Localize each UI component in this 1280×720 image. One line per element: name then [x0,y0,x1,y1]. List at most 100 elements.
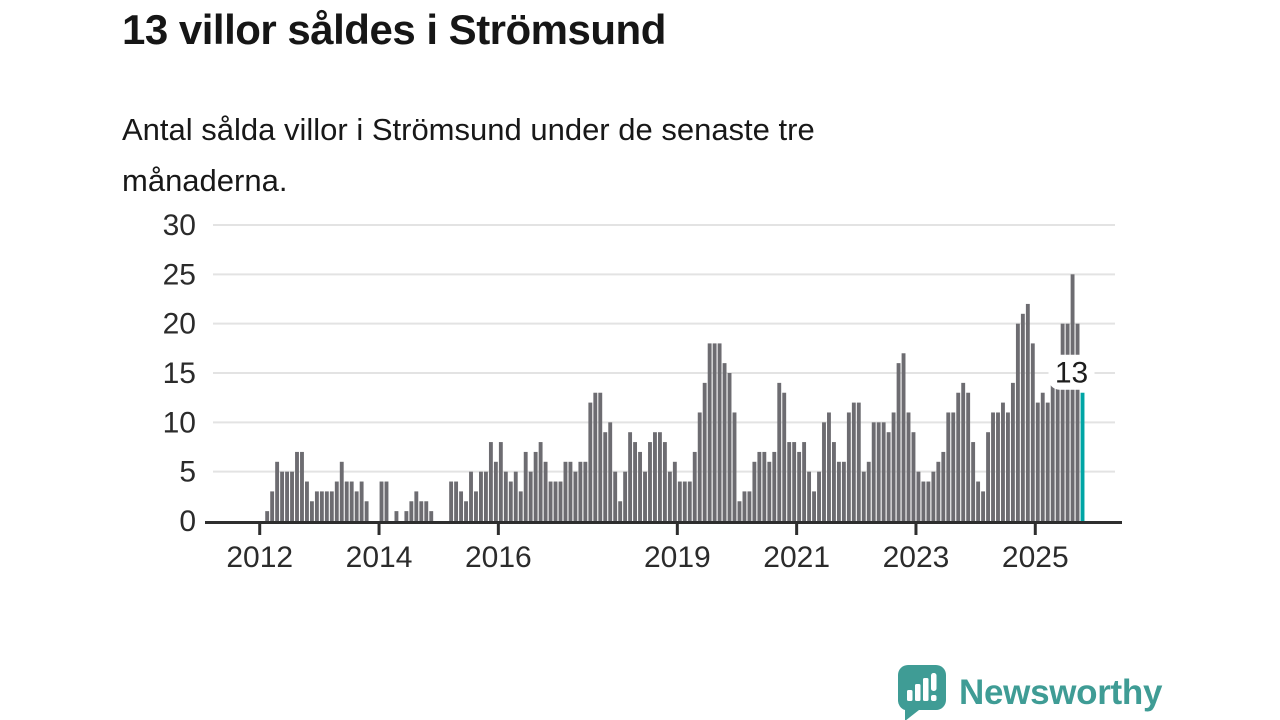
bar [762,451,767,521]
bar [976,481,981,521]
bar [1015,323,1020,521]
bar [603,432,608,521]
bar [488,442,493,521]
bar [364,501,369,521]
logo-bar-large [923,678,929,701]
bar [628,432,633,521]
bar [906,412,911,521]
bar [419,501,424,521]
x-tick-label-2014: 2014 [346,541,413,574]
newsworthy-logo-text: Newsworthy [959,673,1163,712]
bar [936,461,941,521]
bar [300,451,304,521]
bar [672,461,677,521]
bar [265,511,270,521]
bar [354,491,359,521]
bar [732,412,737,521]
page-title: 13 villor såldes i Strömsund [122,6,666,53]
x-tick-label-2025: 2025 [1002,541,1069,574]
bar [662,442,667,521]
bar [270,491,275,521]
bar [285,471,289,521]
bar [404,511,409,521]
bar [613,471,618,521]
bar [876,422,881,521]
bar [777,382,782,521]
bar [608,422,613,521]
y-tick-label-5: 5 [179,456,196,489]
bar [747,491,752,521]
bar [583,461,588,521]
bar [474,491,478,521]
bar [702,382,707,521]
bar [309,501,314,521]
x-tick-label-2021: 2021 [763,541,830,574]
bar [588,402,593,521]
bar [757,451,762,521]
bar [593,392,598,521]
bar [787,442,792,521]
bar [946,412,951,521]
bar [633,442,638,521]
bar [682,481,687,521]
bar [707,343,712,521]
bar [782,392,787,521]
subtitle-line-1: Antal sålda villor i Strömsund under de … [122,112,815,147]
newsworthy-logo-icon [898,665,946,720]
bar [807,471,812,521]
bar [334,481,339,521]
bar [543,461,548,521]
x-tick-label-2012: 2012 [226,541,293,574]
bar [409,501,414,521]
bar [424,501,429,521]
bar [961,382,966,521]
bar [290,471,294,521]
bar [563,461,568,521]
value-annotation-text: 13 [1055,357,1088,390]
bar [384,481,389,521]
bar [1020,313,1025,521]
bar [896,363,901,521]
bar [513,471,518,521]
bar [951,412,956,521]
bar [727,373,732,521]
bar [941,451,946,521]
bar [314,491,319,521]
bar [986,432,990,521]
bar [1055,373,1060,521]
bar [324,491,329,521]
bar [538,442,543,521]
bar [558,481,563,521]
bar [329,491,334,521]
bar [737,501,742,521]
bar [429,511,434,521]
bar [836,461,841,521]
bar [901,353,906,521]
bar [1040,392,1045,521]
bar [832,442,836,521]
bar [817,471,821,521]
bar [1010,382,1015,521]
bar [653,432,657,521]
bar [722,363,727,521]
bar [394,511,399,521]
bar [295,451,299,521]
bar [886,432,891,521]
x-tick-label-2016: 2016 [465,541,532,574]
bar [891,412,896,521]
value-annotation-bubble [1048,354,1095,390]
bar [856,402,861,521]
subtitle-line-2: månaderna. [122,163,288,198]
bar [1006,412,1010,521]
bar [454,481,459,521]
bar [548,481,553,521]
y-tick-label-25: 25 [163,258,196,291]
bar [493,461,498,521]
bar [841,461,846,521]
bar [911,432,916,521]
bar [1075,323,1080,521]
bar [319,491,324,521]
bar [523,451,528,521]
